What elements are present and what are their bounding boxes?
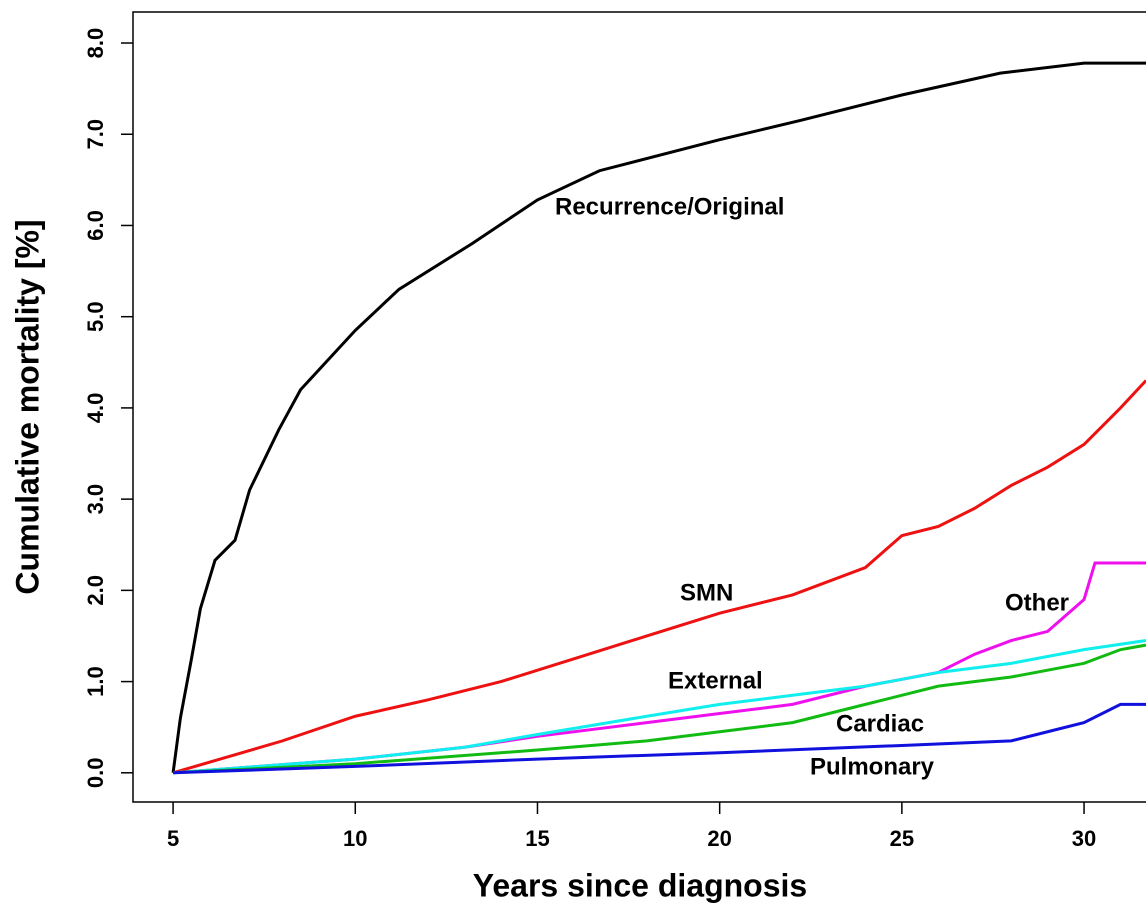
series-label: Recurrence/Original bbox=[555, 193, 784, 220]
y-tick-label: 7.0 bbox=[83, 119, 108, 150]
series-line bbox=[172, 639, 1146, 775]
y-tick-label: 2.0 bbox=[83, 575, 108, 606]
x-tick-label: 10 bbox=[343, 826, 367, 851]
y-tick-label: 4.0 bbox=[83, 393, 108, 424]
series-line bbox=[173, 702, 1146, 775]
series-label: Cardiac bbox=[836, 710, 924, 737]
y-tick-label: 1.0 bbox=[83, 666, 108, 697]
x-tick-label: 15 bbox=[525, 826, 549, 851]
y-tick-label: 8.0 bbox=[83, 28, 108, 59]
series-label: Pulmonary bbox=[810, 753, 935, 780]
x-tick-label: 5 bbox=[167, 826, 179, 851]
series-line bbox=[173, 643, 1146, 775]
series-line bbox=[171, 61, 1146, 774]
plot-frame bbox=[132, 11, 1146, 803]
series-label: External bbox=[668, 667, 763, 694]
y-tick-label: 3.0 bbox=[83, 484, 108, 515]
x-tick-label: 20 bbox=[707, 826, 731, 851]
x-tick-label: 25 bbox=[890, 826, 914, 851]
series-label: SMN bbox=[680, 579, 733, 606]
x-tick-label: 30 bbox=[1072, 826, 1096, 851]
y-axis-title: Cumulative mortality [%] bbox=[9, 219, 45, 594]
y-tick-label: 5.0 bbox=[83, 301, 108, 332]
y-tick-label: 0.0 bbox=[83, 758, 108, 789]
y-tick-label: 6.0 bbox=[83, 210, 108, 241]
series-line bbox=[172, 379, 1146, 775]
x-axis-title: Years since diagnosis bbox=[473, 867, 807, 903]
series-label: Other bbox=[1005, 589, 1069, 616]
